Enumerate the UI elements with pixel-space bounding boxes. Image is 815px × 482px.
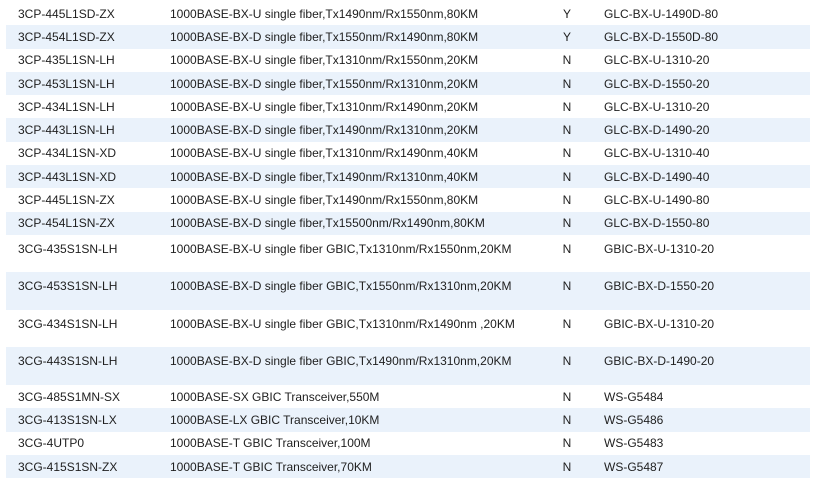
- table-row: 3CP-434L1SN-LH 1000BASE-BX-U single fiber…: [6, 95, 810, 118]
- flag-cell: N: [562, 354, 572, 369]
- flag-cell: N: [562, 193, 572, 208]
- description-cell: 1000BASE-BX-U single fiber GBIC,Tx1310nm…: [170, 241, 512, 256]
- table-row: 3CP-454L1SD-ZX 1000BASE-BX-D single fiber…: [6, 25, 810, 49]
- description-cell: 1000BASE-BX-U single fiber,Tx1310nm/Rx14…: [170, 146, 479, 161]
- part-number-cell: 3CG-443S1SN-LH: [18, 354, 118, 369]
- table-row: 3CG-4UTP0 1000BASE-T GBIC Transceiver,100…: [6, 432, 810, 455]
- table-row: 3CG-435S1SN-LH 1000BASE-BX-U single fiber…: [6, 235, 810, 273]
- table-row: 3CP-435L1SN-LH 1000BASE-BX-U single fiber…: [6, 49, 810, 72]
- table-row: 3CG-453S1SN-LH 1000BASE-BX-D single fiber…: [6, 272, 810, 310]
- part-number-cell: 3CG-434S1SN-LH: [18, 316, 118, 331]
- description-cell: 1000BASE-BX-U single fiber,Tx1310nm/Rx14…: [170, 99, 479, 114]
- flag-cell: N: [562, 279, 572, 294]
- flag-cell: N: [562, 53, 572, 68]
- description-cell: 1000BASE-BX-U single fiber GBIC,Tx1310nm…: [170, 316, 515, 331]
- table-row: 3CG-485S1MN-SX 1000BASE-SX GBIC Transceiv…: [6, 385, 810, 408]
- compatible-part-cell: GBIC-BX-D-1490-20: [604, 354, 715, 369]
- table-row: 3CP-454L1SN-ZX 1000BASE-BX-D single fiber…: [6, 211, 810, 235]
- compatible-part-cell: GBIC-BX-U-1310-20: [604, 241, 715, 256]
- part-number-cell: 3CP-443L1SN-LH: [18, 123, 115, 138]
- part-number-cell: 3CG-485S1MN-SX: [18, 389, 121, 404]
- table-row: 3CP-445L1SN-ZX 1000BASE-BX-U single fiber…: [6, 188, 810, 211]
- part-number-cell: 3CP-453L1SN-LH: [18, 76, 115, 91]
- compatible-part-cell: WS-G5483: [604, 436, 664, 451]
- flag-cell: Y: [562, 29, 571, 44]
- compatible-part-cell: WS-G5484: [604, 389, 664, 404]
- part-number-cell: 3CP-454L1SN-ZX: [18, 216, 115, 231]
- description-cell: 1000BASE-BX-D single fiber,Tx1490nm/Rx13…: [170, 123, 479, 138]
- flag-cell: N: [562, 123, 572, 138]
- flag-cell: N: [562, 316, 572, 331]
- table-row: 3CP-443L1SN-LH 1000BASE-BX-D single fiber…: [6, 118, 810, 142]
- flag-cell: N: [562, 146, 572, 161]
- compatible-part-cell: WS-G5487: [604, 459, 664, 474]
- part-number-cell: 3CG-435S1SN-LH: [18, 241, 118, 256]
- compatible-part-cell: GLC-BX-U-1310-40: [604, 146, 710, 161]
- part-number-cell: 3CG-453S1SN-LH: [18, 279, 118, 294]
- table-row: 3CG-443S1SN-LH 1000BASE-BX-D single fiber…: [6, 347, 810, 385]
- compatible-part-cell: GLC-BX-D-1550D-80: [604, 29, 719, 44]
- flag-cell: N: [562, 216, 572, 231]
- compatible-part-cell: GLC-BX-D-1550-80: [604, 216, 710, 231]
- part-number-cell: 3CP-445L1SN-ZX: [18, 193, 115, 208]
- description-cell: 1000BASE-BX-D single fiber,Tx1490nm/Rx13…: [170, 169, 479, 184]
- flag-cell: N: [562, 459, 572, 474]
- transceiver-table: 3CP-445L1SD-ZX 1000BASE-BX-U single fiber…: [6, 2, 810, 479]
- table-row: 3CP-453L1SN-LH 1000BASE-BX-D single fiber…: [6, 71, 810, 96]
- description-cell: 1000BASE-BX-U single fiber,Tx1310nm/Rx15…: [170, 53, 479, 68]
- compatible-part-cell: GLC-BX-D-1490-20: [604, 123, 710, 138]
- description-cell: 1000BASE-BX-U single fiber,Tx1490nm/Rx15…: [170, 6, 479, 21]
- flag-cell: N: [562, 76, 572, 91]
- description-cell: 1000BASE-BX-D single fiber,Tx15500nm/Rx1…: [170, 216, 485, 231]
- compatible-part-cell: GLC-BX-U-1490-80: [604, 193, 710, 208]
- table-row: 3CP-434L1SN-XD 1000BASE-BX-U single fiber…: [6, 142, 810, 165]
- description-cell: 1000BASE-BX-D single fiber GBIC,Tx1550nm…: [170, 279, 512, 294]
- compatible-part-cell: GLC-BX-D-1550-20: [604, 76, 710, 91]
- table-row: 3CG-434S1SN-LH 1000BASE-BX-U single fiber…: [6, 310, 810, 348]
- compatible-part-cell: GLC-BX-U-1310-20: [604, 99, 710, 114]
- description-cell: 1000BASE-BX-D single fiber,Tx1550nm/Rx14…: [170, 29, 479, 44]
- compatible-part-cell: GLC-BX-D-1490-40: [604, 169, 710, 184]
- part-number-cell: 3CP-454L1SD-ZX: [18, 29, 115, 44]
- part-number-cell: 3CP-435L1SN-LH: [18, 53, 115, 68]
- description-cell: 1000BASE-BX-D single fiber,Tx1550nm/Rx13…: [170, 76, 479, 91]
- table-row: 3CP-443L1SN-XD 1000BASE-BX-D single fiber…: [6, 165, 810, 189]
- flag-cell: N: [562, 436, 572, 451]
- description-cell: 1000BASE-BX-U single fiber,Tx1490nm/Rx15…: [170, 193, 479, 208]
- part-number-cell: 3CP-434L1SN-XD: [18, 146, 117, 161]
- compatible-part-cell: GLC-BX-U-1490D-80: [604, 6, 719, 21]
- flag-cell: N: [562, 241, 572, 256]
- description-cell: 1000BASE-T GBIC Transceiver,70KM: [170, 459, 372, 474]
- part-number-cell: 3CG-413S1SN-LX: [18, 412, 117, 427]
- part-number-cell: 3CP-443L1SN-XD: [18, 169, 117, 184]
- flag-cell: N: [562, 169, 572, 184]
- table-row: 3CP-445L1SD-ZX 1000BASE-BX-U single fiber…: [6, 2, 810, 25]
- part-number-cell: 3CG-4UTP0: [18, 436, 85, 451]
- part-number-cell: 3CG-415S1SN-ZX: [18, 459, 118, 474]
- description-cell: 1000BASE-BX-D single fiber GBIC,Tx1490nm…: [170, 354, 512, 369]
- part-number-cell: 3CP-434L1SN-LH: [18, 99, 115, 114]
- table-row: 3CG-415S1SN-ZX 1000BASE-T GBIC Transceive…: [6, 454, 810, 479]
- flag-cell: N: [562, 412, 572, 427]
- compatible-part-cell: GBIC-BX-U-1310-20: [604, 316, 715, 331]
- compatible-part-cell: WS-G5486: [604, 412, 664, 427]
- flag-cell: N: [562, 389, 572, 404]
- part-number-cell: 3CP-445L1SD-ZX: [18, 6, 115, 21]
- description-cell: 1000BASE-T GBIC Transceiver,100M: [170, 436, 371, 451]
- flag-cell: Y: [562, 6, 571, 21]
- compatible-part-cell: GLC-BX-U-1310-20: [604, 53, 710, 68]
- description-cell: 1000BASE-LX GBIC Transceiver,10KM: [170, 412, 380, 427]
- table-row: 3CG-413S1SN-LX 1000BASE-LX GBIC Transceiv…: [6, 408, 810, 432]
- description-cell: 1000BASE-SX GBIC Transceiver,550M: [170, 389, 380, 404]
- flag-cell: N: [562, 99, 572, 114]
- compatible-part-cell: GBIC-BX-D-1550-20: [604, 279, 715, 294]
